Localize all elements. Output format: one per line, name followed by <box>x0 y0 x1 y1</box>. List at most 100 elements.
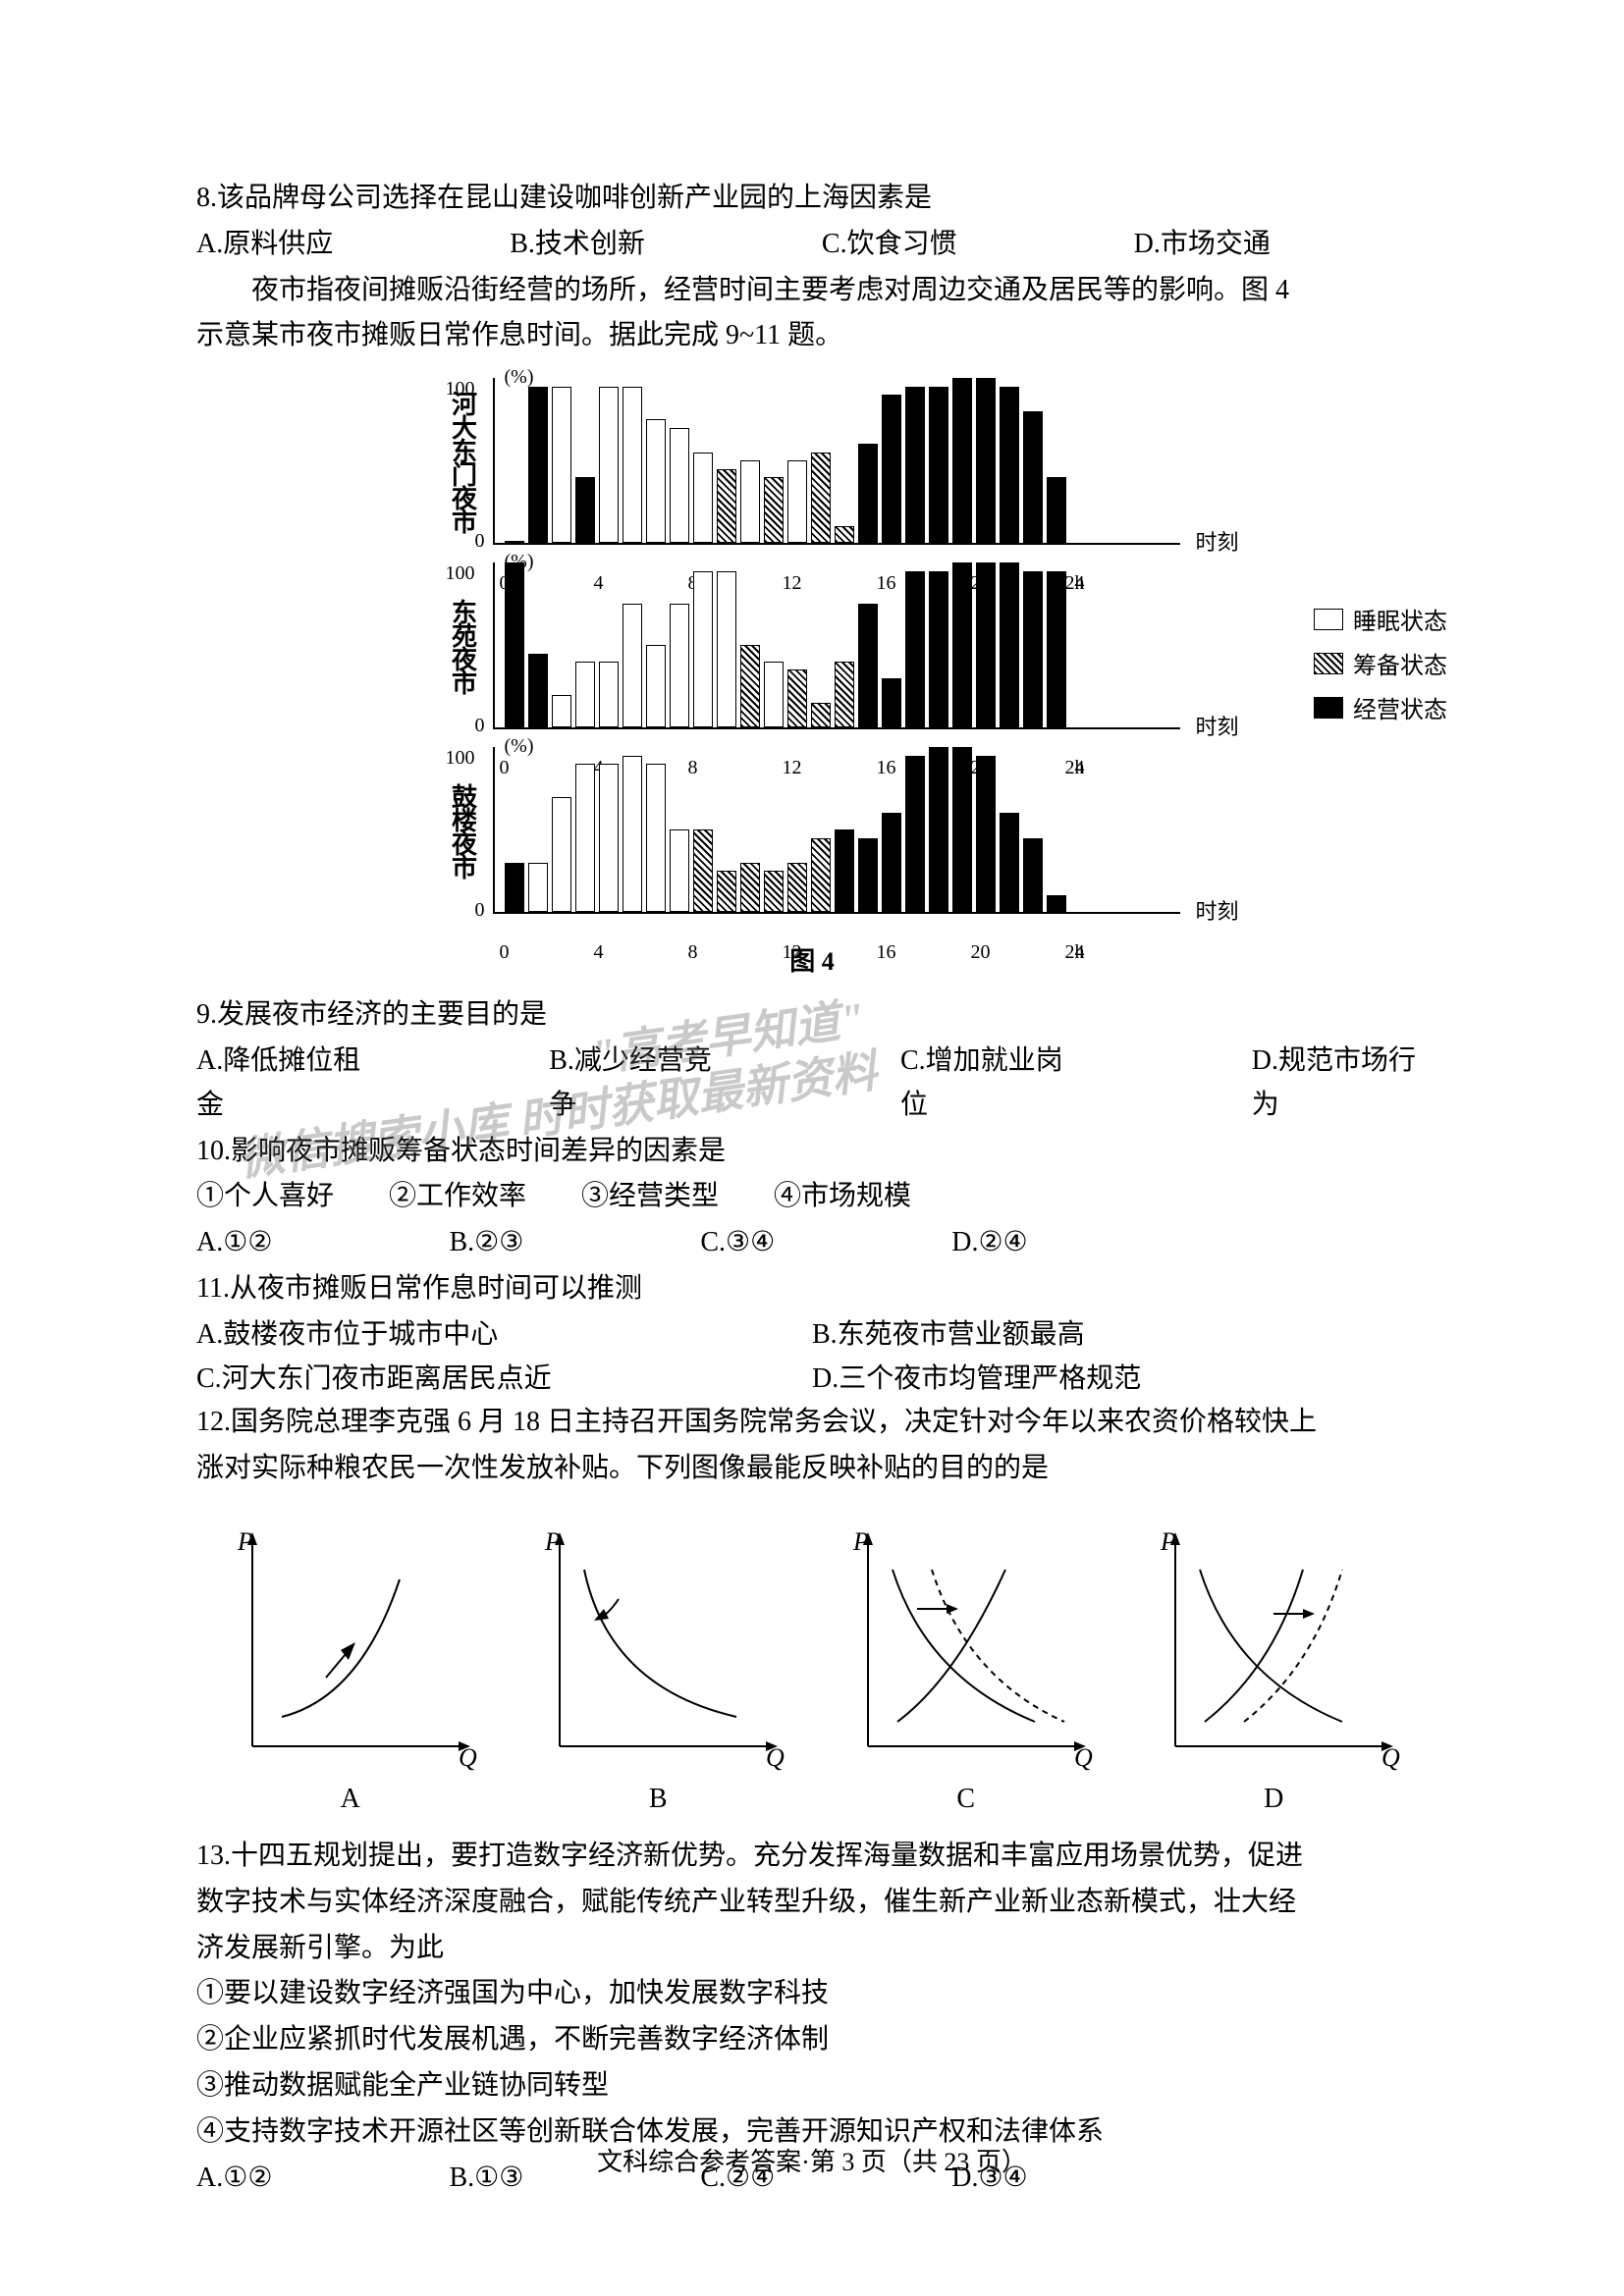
bar <box>1023 411 1043 543</box>
legend-label-open: 经营状态 <box>1353 690 1447 724</box>
legend-swatch-sleep <box>1314 609 1343 630</box>
bar <box>552 695 571 728</box>
bar <box>811 703 831 727</box>
bar <box>835 662 854 727</box>
q10-stem: 10.影响夜市摊贩筹备状态时间差异的因素是 <box>196 1130 1428 1174</box>
q10-options: A.①② B.②③ C.③④ D.②④ <box>196 1221 1428 1265</box>
bar <box>976 378 996 543</box>
svg-text:Q: Q <box>766 1743 785 1772</box>
bar <box>505 541 524 543</box>
chart-name-0: 河大东门夜市 <box>445 391 481 532</box>
q8-opt-d: D.市场交通 <box>1134 223 1271 267</box>
q8-stem: 8.该品牌母公司选择在昆山建设咖啡创新产业园的上海因素是 <box>196 177 1428 221</box>
x-tick: 4 <box>594 941 604 964</box>
bar <box>623 756 642 913</box>
page-footer: 文科综合参考答案·第 3 页（共 23 页） <box>0 2142 1624 2178</box>
bar <box>623 387 642 544</box>
curve-a-label: A <box>223 1784 478 1815</box>
q13-line-3: 济发展新引擎。为此 <box>196 1927 1428 1971</box>
bar <box>929 387 948 544</box>
q12-curves: P Q A P Q B <box>196 1521 1428 1815</box>
q8-opt-c: C.饮食习惯 <box>822 223 957 267</box>
bar <box>952 562 972 727</box>
q13-item-3: ③推动数据赋能全产业链协同转型 <box>196 2064 1428 2109</box>
bar <box>552 387 571 544</box>
bar <box>670 604 689 727</box>
q9-options: A.降低摊位租金 B.减少经营竞争 C.增加就业岗位 D.规范市场行为 <box>196 1040 1428 1128</box>
bar <box>811 838 831 913</box>
curve-b-label: B <box>530 1784 785 1815</box>
curve-d-box: P Q D <box>1146 1521 1401 1815</box>
q11-opt-d: D.三个夜市均管理严格规范 <box>812 1358 1428 1402</box>
y-tick-100: 100 <box>446 378 475 400</box>
bar <box>623 604 642 727</box>
svg-text:P: P <box>852 1527 869 1556</box>
q12-line-2: 涨对实际种粮农民一次性发放补贴。下列图像最能反映补贴的目的的是 <box>196 1447 1428 1491</box>
bar <box>905 756 925 913</box>
bar <box>740 460 760 543</box>
bar <box>670 428 689 544</box>
chart-0: 河大东门夜市 (%)100004812162024h时刻 <box>445 378 1180 545</box>
chart-body-2: (%)100004812162024h时刻 <box>493 747 1180 914</box>
q9-stem: 9.发展夜市经济的主要目的是 <box>196 993 1428 1038</box>
bar <box>1000 813 1019 912</box>
bar <box>693 453 713 543</box>
bar <box>717 871 736 912</box>
q13-item-1: ①要以建设数字经济强国为中心，加快发展数字科技 <box>196 1972 1428 2016</box>
bar <box>599 662 619 727</box>
bar <box>646 645 666 727</box>
bar <box>552 797 571 913</box>
curve-c-box: P Q C <box>839 1521 1094 1815</box>
bar <box>811 453 831 543</box>
y-tick-0: 0 <box>475 715 485 737</box>
bar <box>575 764 595 912</box>
curve-d-label: D <box>1146 1784 1401 1815</box>
svg-text:Q: Q <box>1381 1743 1400 1772</box>
q11-opt-c: C.河大东门夜市距离居民点近 <box>196 1358 812 1402</box>
x-tick: 16 <box>877 941 896 964</box>
q9-opt-a: A.降低摊位租金 <box>196 1040 372 1128</box>
passage-line-1: 夜市指夜间摊贩沿街经营的场所，经营时间主要考虑对周边交通及居民等的影响。图 4 <box>196 269 1428 313</box>
svg-text:P: P <box>1160 1527 1176 1556</box>
bar <box>905 571 925 728</box>
bar <box>693 829 713 912</box>
bar <box>764 477 784 543</box>
x-tick: 12 <box>783 941 802 964</box>
q10-items: ①个人喜好 ②工作效率 ③经营类型 ④市场规模 <box>196 1175 1428 1219</box>
q13-line-1: 13.十四五规划提出，要打造数字经济新优势。充分发挥海量数据和丰富应用场景优势，… <box>196 1835 1428 1879</box>
chart-2: 鼓楼夜市(%)100004812162024h时刻 <box>445 747 1180 914</box>
q11-options-row2: C.河大东门夜市距离居民点近 D.三个夜市均管理严格规范 <box>196 1358 1428 1402</box>
bar <box>929 747 948 912</box>
bar <box>717 571 736 728</box>
y-tick-0: 0 <box>475 899 485 922</box>
chart-body-0: (%)100004812162024h时刻 <box>493 378 1180 545</box>
chart-name-1: 东苑夜市 <box>445 599 481 693</box>
bar <box>952 747 972 912</box>
q10-opt-c: C.③④ <box>700 1221 775 1265</box>
bar <box>952 378 972 543</box>
q13-line-2: 数字技术与实体经济深度融合，赋能传统产业转型升级，催生新产业新业态新模式，壮大经 <box>196 1881 1428 1925</box>
bar <box>646 419 666 543</box>
bar <box>505 863 524 912</box>
legend-swatch-open <box>1314 697 1343 719</box>
bar <box>976 756 996 913</box>
q9-opt-d: D.规范市场行为 <box>1252 1040 1428 1128</box>
bar <box>646 764 666 912</box>
q8-opt-b: B.技术创新 <box>510 223 645 267</box>
bar <box>1000 387 1019 544</box>
bar <box>528 387 548 544</box>
curve-c-label: C <box>839 1784 1094 1815</box>
q8-opt-a: A.原料供应 <box>196 223 333 267</box>
chart-body-1: (%)100004812162024h时刻 <box>493 562 1180 729</box>
legend-open: 经营状态 <box>1314 690 1447 724</box>
bar <box>858 838 878 913</box>
x-axis-label: 时刻 <box>1195 525 1238 557</box>
legend-swatch-prep <box>1314 653 1343 674</box>
bar <box>764 871 784 912</box>
curve-a-box: P Q A <box>223 1521 478 1815</box>
bar <box>1047 571 1066 728</box>
q12-line-1: 12.国务院总理李克强 6 月 18 日主持召开国务院常务会议，决定针对今年以来… <box>196 1401 1428 1445</box>
bar <box>528 863 548 912</box>
bar <box>670 829 689 912</box>
svg-text:P: P <box>544 1527 561 1556</box>
